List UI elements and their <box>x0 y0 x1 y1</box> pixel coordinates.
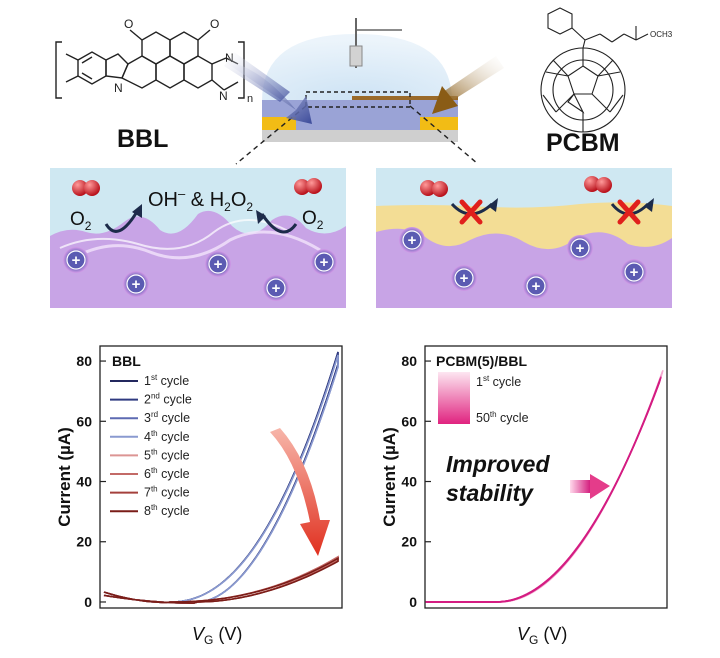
svg-text:+: + <box>214 256 223 273</box>
svg-text:+: + <box>132 276 141 293</box>
svg-text:+: + <box>408 232 417 249</box>
chart-left-legend: 1st cycle 2nd cycle 3rd cycle 4th cycle 5th … <box>110 373 192 518</box>
svg-text:+: + <box>272 280 281 297</box>
cation-icon: + <box>621 259 647 285</box>
svg-text:+: + <box>320 254 329 271</box>
o2-molecule-right-b <box>584 176 612 193</box>
bbl-chemical-structure <box>55 29 245 99</box>
bbl-n2: N <box>225 51 234 65</box>
cation-icon: + <box>63 247 89 273</box>
blocked-cross-icon-a <box>459 199 483 225</box>
legend-item-5: 5th cycle <box>110 447 190 462</box>
cation-icon: + <box>123 271 149 297</box>
bbl-label: BBL <box>117 125 168 153</box>
cation-icon: + <box>567 235 593 261</box>
y-tick-label: 0 <box>409 594 417 610</box>
svg-text:O2: O2 <box>70 209 92 233</box>
chart-right-legend-gradient <box>438 372 470 424</box>
svg-text:OH– & H2O2: OH– & H2O2 <box>148 186 253 214</box>
svg-text:+: + <box>576 240 585 257</box>
legend-item-6: 6th cycle <box>110 466 190 481</box>
svg-text:2nd cycle: 2nd cycle <box>144 392 192 407</box>
svg-text:+: + <box>460 270 469 287</box>
cation-icon: + <box>523 273 549 299</box>
svg-text:8th cycle: 8th cycle <box>144 503 190 518</box>
cation-icon: + <box>263 275 289 301</box>
pcbm-chemical-structure <box>540 7 649 133</box>
chart-right-series <box>425 369 664 603</box>
blocked-cross-icon-b <box>617 199 641 225</box>
chart-right-legend-first: 1st cycle <box>476 374 521 389</box>
chart-right-y-axis: 0 20 40 60 80 <box>401 353 431 610</box>
o2-molecule-right-a <box>420 180 448 197</box>
svg-text:3rd cycle: 3rd cycle <box>144 410 190 425</box>
series-curve-8 <box>103 557 339 604</box>
bbl-atom-labels: O O N N N n <box>114 17 253 105</box>
device-schematic <box>222 18 504 165</box>
red-trend-arrow-icon <box>270 428 330 556</box>
svg-text:1st cycle: 1st cycle <box>144 373 189 388</box>
svg-text:4th cycle: 4th cycle <box>144 429 190 444</box>
o2-molecule-left-a <box>72 180 100 196</box>
svg-text:O2: O2 <box>302 208 324 232</box>
bbl-o1: O <box>124 17 133 31</box>
chart-left-frame <box>99 345 343 609</box>
svg-text:5th cycle: 5th cycle <box>144 447 190 462</box>
cation-icon: + <box>399 227 425 253</box>
chart-right-xlabel: VG (V) <box>517 624 567 647</box>
chart-left-xlabel: VG (V) <box>192 624 242 647</box>
legend-item-1: 1st cycle <box>110 373 189 388</box>
y-tick-label: 0 <box>84 594 92 610</box>
chart-right-legend-last: 50th cycle <box>476 410 529 425</box>
y-tick-label: 80 <box>76 353 92 369</box>
legend-item-8: 8th cycle <box>110 503 190 518</box>
stability-arrow-icon <box>570 474 610 499</box>
pcbm-bbl-transfer-chart: 0 20 40 60 80 1st cycle 50th cycle PCBM(5)/B… <box>380 345 668 647</box>
legend-item-4: 4th cycle <box>110 429 190 444</box>
chart-left-y-axis: 0 20 40 60 80 <box>76 353 106 610</box>
cycle-curve <box>425 381 661 603</box>
chart-right-frame <box>424 345 668 609</box>
cation-group-right: + + + + + <box>399 227 647 299</box>
bbl-n1: N <box>114 81 123 95</box>
cation-icon: + <box>451 265 477 291</box>
o2-molecule-left-b <box>294 178 322 195</box>
svg-text:6th cycle: 6th cycle <box>144 466 190 481</box>
series-curve-5 <box>103 555 339 604</box>
chart-right-ylabel: Current (µA) <box>380 427 399 527</box>
svg-text:+: + <box>532 278 541 295</box>
bbl-transfer-chart: 0 20 40 60 80 1st cycle 2nd cycle 3rd cycle 4th… <box>55 345 343 647</box>
series-curve-6 <box>103 555 339 604</box>
improved-stability-annotation: Improved stability <box>446 451 556 506</box>
series-curve-7 <box>103 557 339 604</box>
legend-item-2: 2nd cycle <box>110 392 192 407</box>
cation-icon: + <box>205 251 231 277</box>
y-tick-label: 20 <box>401 534 417 550</box>
svg-text:+: + <box>630 264 639 281</box>
pcbm-label: PCBM <box>546 129 620 157</box>
bbl-o2: O <box>210 17 219 31</box>
legend-item-7: 7th cycle <box>110 485 190 500</box>
bbl-panel-text: O2 O2 OH– & H2O2 <box>70 186 324 233</box>
svg-text:7th cycle: 7th cycle <box>144 485 190 500</box>
cation-group-left: + + + + + <box>63 247 337 301</box>
bbl-n-subscript: n <box>247 93 253 105</box>
y-tick-label: 20 <box>76 534 92 550</box>
chart-left-title: BBL <box>112 353 141 369</box>
bbl-n3: N <box>219 89 228 103</box>
y-tick-label: 60 <box>401 413 417 429</box>
legend-item-3: 3rd cycle <box>110 410 190 425</box>
y-tick-label: 60 <box>76 413 92 429</box>
chart-right-title: PCBM(5)/BBL <box>436 353 527 369</box>
pcbm-ch3o: OCH3 <box>650 30 673 39</box>
y-tick-label: 40 <box>76 474 92 490</box>
chart-left-series <box>103 351 339 604</box>
y-tick-label: 40 <box>401 474 417 490</box>
y-tick-label: 80 <box>401 353 417 369</box>
cation-icon: + <box>311 249 337 275</box>
svg-text:+: + <box>72 252 81 269</box>
chart-left-ylabel: Current (µA) <box>55 427 74 527</box>
